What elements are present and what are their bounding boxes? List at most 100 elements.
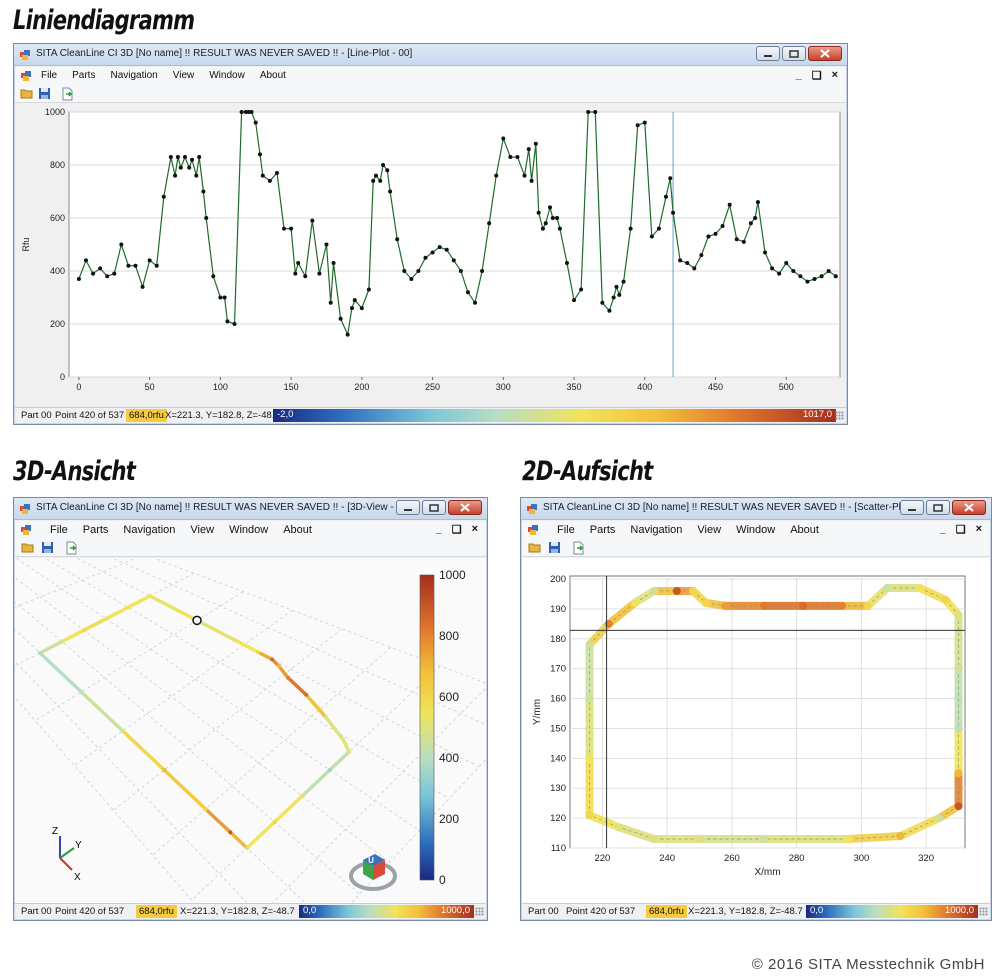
scatter-chart[interactable]: 220 240 260 280 300 320 110 120 130 140 150 160 170 1… [522, 558, 990, 903]
line-chart[interactable]: 0 200 400 600 800 1000 0 50 100 150 200 250 300 350 40… [15, 104, 846, 407]
data-point [494, 173, 499, 178]
data-point [345, 332, 350, 337]
menu-navigation[interactable]: Navigation [630, 524, 683, 536]
maximize-button[interactable] [782, 46, 806, 61]
document-icon[interactable] [20, 70, 32, 82]
trace-segment [38, 651, 84, 694]
scale-max: 1000,0 [944, 905, 974, 916]
data-point [232, 322, 237, 326]
menu-navigation[interactable]: Navigation [123, 524, 176, 536]
menu-file[interactable]: File [557, 524, 575, 536]
menu-window[interactable]: Window [736, 524, 776, 536]
data-point [706, 234, 711, 239]
minimize-button[interactable] [900, 500, 924, 515]
data-point [112, 271, 117, 276]
maximize-icon [429, 503, 439, 512]
save-icon[interactable] [41, 541, 54, 554]
mdi-close-button[interactable]: × [831, 69, 838, 81]
y-tick-label: 200 [50, 319, 65, 329]
data-point [225, 319, 230, 324]
document-icon[interactable] [527, 524, 539, 536]
data-point [154, 263, 159, 268]
export-icon[interactable] [65, 541, 78, 555]
maximize-button[interactable] [926, 500, 950, 515]
x-tick-label: 300 [496, 382, 511, 392]
open-folder-icon[interactable] [20, 87, 34, 100]
document-icon[interactable] [20, 524, 32, 536]
title-bar[interactable]: SITA CleanLine CI 3D [No name] !! RESULT… [14, 498, 487, 520]
data-point [451, 258, 456, 263]
mdi-restore-button[interactable]: ❏ [955, 524, 966, 536]
export-icon[interactable] [572, 541, 585, 555]
data-point [826, 269, 831, 273]
app-icon [20, 50, 30, 60]
mdi-restore-button[interactable]: ❏ [811, 70, 822, 82]
menu-window[interactable]: Window [229, 524, 269, 536]
menu-parts[interactable]: Parts [72, 70, 96, 81]
title-bar[interactable]: SITA CleanLine CI 3D [No name] !! RESULT… [14, 44, 847, 66]
ground-grid-line [44, 558, 450, 799]
mdi-minimize-button[interactable]: _ [795, 69, 802, 81]
y-axis-label: Y/mm [532, 699, 543, 725]
view-3d-canvas[interactable]: 0 200 400 600 800 1000 Z Y X U [15, 558, 486, 903]
cube-top [363, 854, 385, 866]
maximize-button[interactable] [422, 500, 446, 515]
menu-window[interactable]: Window [209, 70, 245, 81]
resize-grip[interactable] [475, 907, 484, 916]
minimize-button[interactable] [756, 46, 780, 61]
save-icon[interactable] [548, 541, 561, 554]
scale-max: 1000,0 [440, 905, 470, 916]
data-point [480, 269, 485, 273]
open-folder-icon[interactable] [528, 541, 542, 554]
export-icon[interactable] [61, 87, 74, 101]
data-point [791, 269, 796, 273]
data-point [526, 147, 531, 152]
open-folder-icon[interactable] [21, 541, 35, 554]
mdi-minimize-button[interactable]: _ [939, 523, 946, 535]
y-tick-label: 160 [550, 694, 566, 705]
data-point [168, 155, 173, 160]
data-point [60, 639, 64, 644]
menu-file[interactable]: File [41, 70, 58, 81]
data-point [256, 650, 261, 655]
menu-navigation[interactable]: Navigation [110, 70, 158, 81]
close-button[interactable] [952, 500, 986, 515]
resize-grip[interactable] [835, 411, 844, 420]
trace-segment [79, 690, 125, 733]
data-point [203, 807, 208, 811]
scale-max: 1017,0 [802, 409, 832, 420]
mdi-minimize-button[interactable]: _ [435, 523, 442, 535]
data-point [760, 601, 769, 610]
toolbar [15, 539, 486, 557]
data-point [555, 216, 560, 220]
save-icon[interactable] [38, 87, 51, 100]
title-bar[interactable]: SITA CleanLine CI 3D [No name] !! RESULT… [521, 498, 991, 520]
menu-parts[interactable]: Parts [82, 524, 109, 536]
menu-view[interactable]: View [172, 70, 195, 81]
mdi-restore-button[interactable]: ❏ [451, 524, 462, 536]
menu-view[interactable]: View [697, 524, 722, 536]
trace-centerline [919, 587, 946, 601]
menu-file[interactable]: File [50, 524, 68, 536]
status-bar: Part 00 Point 420 of 537 684,0rfu X=221.… [15, 407, 846, 423]
trace-segment [245, 820, 277, 850]
close-button[interactable] [808, 46, 842, 61]
trace-segment [195, 618, 237, 642]
data-point [617, 292, 622, 297]
menu-parts[interactable]: Parts [589, 524, 616, 536]
data-point [805, 279, 810, 284]
close-button[interactable] [448, 500, 482, 515]
data-point [585, 640, 594, 649]
y-tick-label: 800 [50, 160, 65, 170]
x-tick-label: 300 [853, 853, 869, 864]
resize-grip[interactable] [979, 907, 988, 916]
menu-view[interactable]: View [190, 524, 215, 536]
data-point [915, 583, 924, 592]
mdi-close-button[interactable]: × [471, 523, 478, 535]
mdi-close-button[interactable]: × [975, 523, 982, 535]
menu-about[interactable]: About [283, 524, 312, 536]
data-point [98, 266, 103, 271]
menu-about[interactable]: About [790, 524, 819, 536]
minimize-button[interactable] [396, 500, 420, 515]
menu-about[interactable]: About [259, 70, 286, 81]
